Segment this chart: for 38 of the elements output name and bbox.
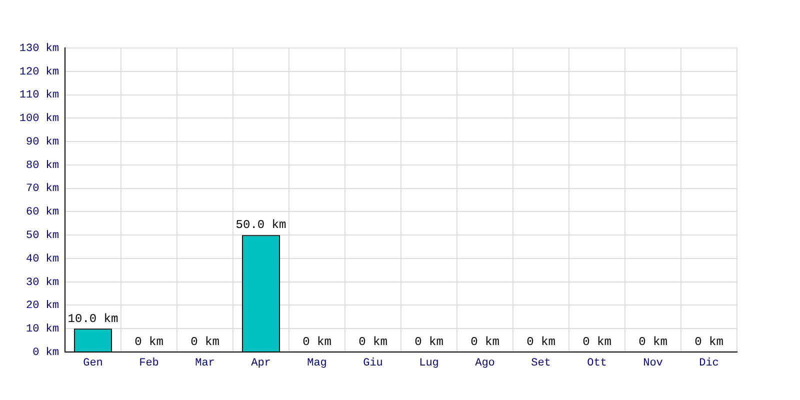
x-tick-label: Feb bbox=[139, 358, 159, 370]
x-tick-label: Gen bbox=[83, 358, 103, 370]
data-label: 0 km bbox=[470, 335, 500, 350]
data-label: 0 km bbox=[358, 335, 388, 350]
y-tick-label: 120 km bbox=[19, 66, 60, 78]
y-tick-label: 80 km bbox=[26, 160, 60, 172]
data-label: 0 km bbox=[638, 335, 668, 350]
x-tick-label: Apr bbox=[251, 358, 271, 370]
x-tick-label: Giu bbox=[363, 358, 383, 370]
x-tick-label: Mag bbox=[307, 358, 327, 370]
x-tick-label: Mar bbox=[195, 358, 215, 370]
y-tick-label: 40 km bbox=[26, 253, 60, 266]
data-label: 0 km bbox=[526, 335, 556, 350]
data-label: 0 km bbox=[414, 335, 444, 350]
data-label: 0 km bbox=[302, 335, 332, 350]
data-label: 50.0 km bbox=[236, 218, 286, 232]
y-tick-label: 10 km bbox=[26, 324, 60, 336]
y-tick-label: 30 km bbox=[26, 276, 60, 289]
y-tick-label: 50 km bbox=[26, 230, 60, 242]
x-tick-label: Ago bbox=[475, 358, 495, 370]
data-label: 0 km bbox=[134, 335, 164, 350]
y-tick-label: 70 km bbox=[26, 183, 60, 196]
y-tick-label: 90 km bbox=[26, 136, 60, 148]
data-label: 10.0 km bbox=[68, 312, 118, 326]
y-tick-label: 20 km bbox=[26, 300, 60, 312]
data-label: 0 km bbox=[582, 335, 612, 350]
x-tick-label: Nov bbox=[643, 358, 664, 370]
data-label: 0 km bbox=[694, 335, 724, 350]
x-tick-label: Dic bbox=[699, 358, 719, 370]
y-tick-label: 130 km bbox=[19, 42, 60, 55]
x-tick-label: Set bbox=[531, 358, 551, 370]
x-tick-label: Ott bbox=[587, 358, 607, 370]
x-tick-label: Lug bbox=[419, 358, 439, 370]
y-tick-label: 0 km bbox=[32, 346, 60, 359]
y-tick-label: 100 km bbox=[19, 113, 60, 126]
data-label: 0 km bbox=[190, 335, 220, 350]
y-tick-label: 60 km bbox=[26, 206, 60, 219]
y-tick-label: 110 km bbox=[19, 90, 60, 102]
